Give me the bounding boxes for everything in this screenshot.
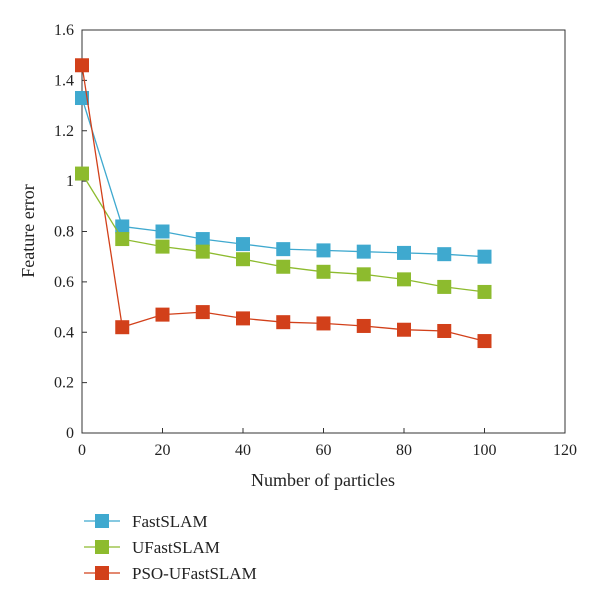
x-tick-label: 20 xyxy=(155,442,171,459)
x-axis: 0 20 40 60 80 100 120 xyxy=(78,428,577,459)
series-line xyxy=(81,173,485,293)
legend-label: FastSLAM xyxy=(132,512,208,531)
data-point xyxy=(437,323,452,338)
data-point xyxy=(276,242,291,257)
y-tick-label: 1.4 xyxy=(54,72,74,89)
y-axis-title: Feature error xyxy=(18,184,38,277)
legend-item: UFastSLAM xyxy=(84,538,220,557)
y-axis: 0 0.2 0.4 0.6 0.8 1 1.2 1.4 1.6 xyxy=(54,22,87,442)
legend-item: PSO-UFastSLAM xyxy=(84,564,257,583)
legend-item: FastSLAM xyxy=(84,512,208,531)
y-tick-label: 1 xyxy=(66,173,74,190)
data-point xyxy=(316,316,331,331)
series-fastslam xyxy=(75,91,492,264)
series-line xyxy=(81,65,485,342)
series-layer xyxy=(75,58,492,349)
x-tick-label: 40 xyxy=(235,442,251,459)
series-ufastslam xyxy=(75,166,492,299)
y-tick-label: 1.6 xyxy=(54,22,74,39)
legend-marker xyxy=(95,566,109,580)
y-tick-label: 1.2 xyxy=(54,123,74,140)
data-point xyxy=(356,318,371,333)
series-pso-ufastslam xyxy=(75,58,492,349)
data-point xyxy=(155,239,170,254)
series-line xyxy=(81,97,485,258)
data-point xyxy=(236,252,250,267)
data-point xyxy=(316,264,331,279)
y-tick-label: 0 xyxy=(66,425,74,442)
data-point xyxy=(397,272,411,287)
x-tick-label: 60 xyxy=(316,442,332,459)
legend: FastSLAM UFastSLAM PSO-UFastSLAM xyxy=(84,512,257,583)
data-point xyxy=(75,166,89,181)
data-point xyxy=(477,284,492,299)
data-point xyxy=(397,322,411,337)
data-point xyxy=(195,232,210,247)
legend-label: PSO-UFastSLAM xyxy=(132,564,257,583)
legend-marker xyxy=(95,540,109,554)
data-point xyxy=(155,307,170,322)
y-tick-label: 0.6 xyxy=(54,274,74,291)
data-point xyxy=(356,267,371,282)
data-point xyxy=(236,237,250,252)
x-tick-label: 80 xyxy=(396,442,412,459)
x-tick-label: 100 xyxy=(473,442,497,459)
data-point xyxy=(195,244,210,259)
legend-label: UFastSLAM xyxy=(132,538,220,557)
data-point xyxy=(195,305,210,320)
data-point xyxy=(115,219,130,234)
data-point xyxy=(477,249,492,264)
y-tick-label: 0.4 xyxy=(54,324,74,341)
data-point xyxy=(75,91,89,106)
x-tick-label: 0 xyxy=(78,442,86,459)
data-point xyxy=(316,243,331,258)
x-tick-label: 120 xyxy=(553,442,577,459)
data-point xyxy=(437,247,452,262)
data-point xyxy=(236,311,250,326)
y-tick-label: 0.2 xyxy=(54,375,74,392)
data-point xyxy=(276,259,291,274)
x-axis-title: Number of particles xyxy=(251,470,395,490)
legend-marker xyxy=(95,514,109,528)
data-point xyxy=(155,224,170,239)
data-point xyxy=(356,244,371,259)
data-point xyxy=(276,315,291,330)
plot-area xyxy=(81,29,566,434)
plot-frame xyxy=(81,29,566,434)
data-point xyxy=(115,320,130,335)
data-point xyxy=(477,334,492,349)
data-point xyxy=(75,58,89,73)
data-point xyxy=(437,279,452,294)
data-point xyxy=(115,232,130,247)
y-tick-label: 0.8 xyxy=(54,224,74,241)
data-point xyxy=(397,245,411,260)
